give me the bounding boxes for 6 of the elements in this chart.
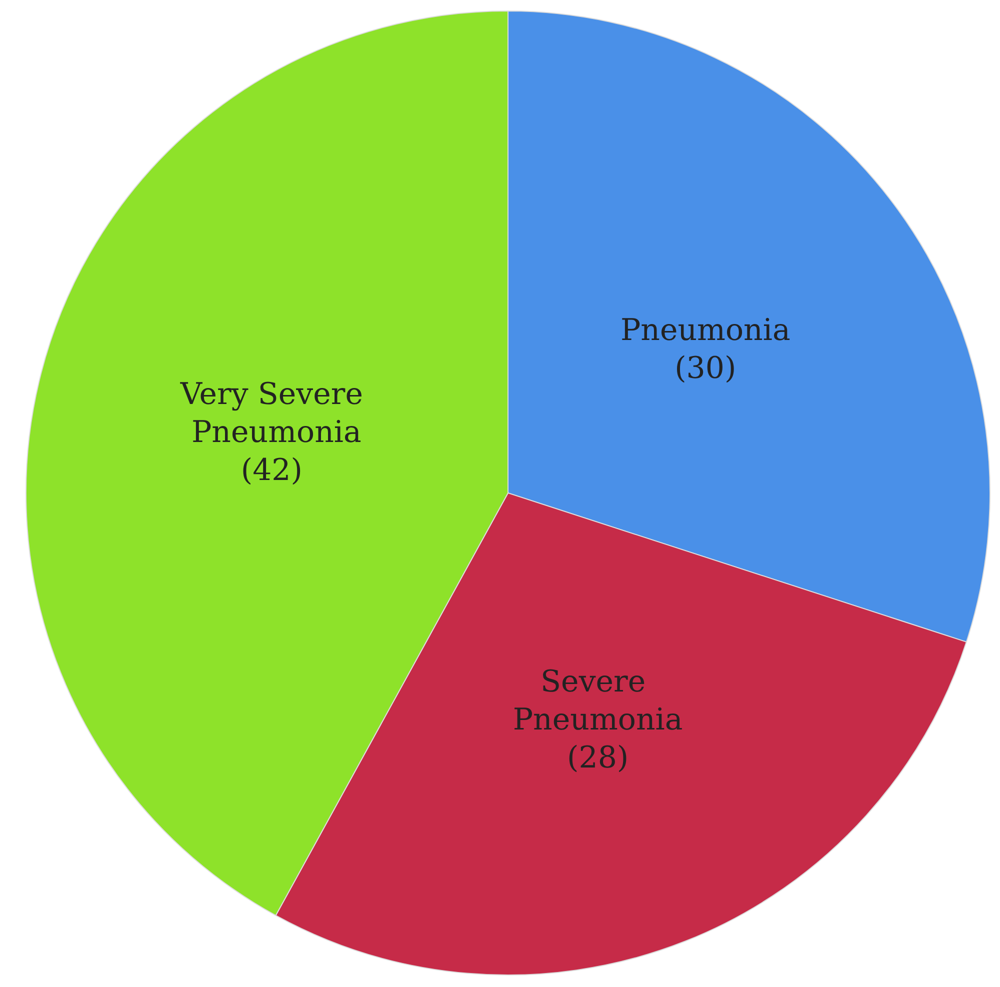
data-label: (42) [240, 452, 302, 488]
data-label: (28) [567, 740, 629, 776]
slice-label: Pneumonia [620, 313, 790, 348]
data-label: (30) [674, 351, 736, 386]
slice-label: Severe Pneumonia [512, 664, 683, 738]
slice-label: Very Severe Pneumonia [179, 376, 363, 450]
